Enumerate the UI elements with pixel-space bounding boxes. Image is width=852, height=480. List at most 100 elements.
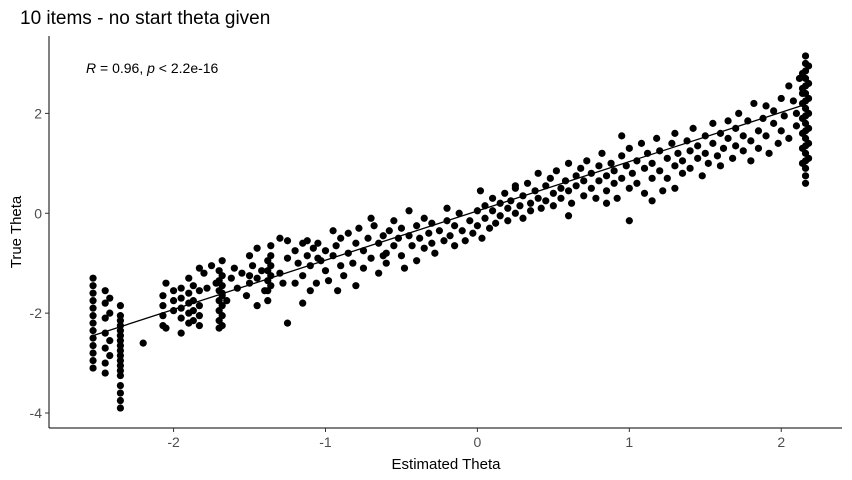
data-point — [89, 342, 97, 350]
data-point — [663, 154, 671, 162]
data-point — [253, 274, 261, 282]
data-point — [116, 396, 125, 405]
data-point — [159, 322, 167, 330]
data-point — [428, 239, 436, 247]
data-point — [701, 149, 709, 157]
data-point — [116, 356, 125, 365]
data-point — [557, 194, 565, 202]
data-point — [504, 217, 512, 225]
data-point — [587, 184, 595, 192]
data-point — [777, 127, 785, 135]
data-point — [492, 219, 500, 227]
data-point — [101, 299, 109, 307]
data-point — [116, 404, 125, 412]
data-point — [89, 364, 97, 372]
data-point — [425, 229, 433, 237]
data-point — [519, 214, 527, 222]
data-point — [618, 132, 626, 140]
data-point — [564, 212, 573, 220]
p-label: p — [146, 60, 155, 76]
data-point — [446, 232, 454, 240]
data-point — [798, 84, 807, 93]
data-point — [572, 182, 580, 190]
data-point — [312, 279, 320, 287]
data-point — [405, 207, 413, 215]
data-point — [106, 337, 114, 345]
data-point — [230, 264, 238, 272]
data-point — [668, 139, 676, 147]
data-point — [804, 154, 813, 162]
data-point — [762, 102, 770, 110]
data-point — [89, 297, 97, 305]
data-point — [485, 224, 494, 232]
data-point — [352, 282, 360, 290]
x-axis-title: Estimated Theta — [392, 456, 502, 473]
data-point — [637, 139, 646, 147]
data-point — [754, 127, 763, 135]
data-point — [185, 274, 193, 282]
data-point — [804, 79, 813, 88]
data-point — [306, 287, 314, 295]
data-point — [245, 272, 254, 280]
data-point — [379, 252, 387, 260]
data-point — [314, 239, 322, 247]
data-point — [89, 356, 97, 365]
data-point — [801, 179, 810, 187]
data-point — [367, 254, 375, 262]
data-point — [610, 167, 618, 175]
data-point — [337, 234, 345, 242]
data-point — [789, 97, 797, 105]
data-point — [770, 107, 778, 115]
data-point — [413, 222, 421, 230]
data-point — [379, 232, 387, 240]
x-tick-label: 0 — [474, 434, 482, 450]
data-point — [177, 294, 185, 302]
x-tick-label: 2 — [777, 434, 785, 450]
data-point — [367, 214, 375, 222]
data-point — [537, 204, 545, 212]
data-point — [801, 52, 810, 60]
data-point — [546, 174, 554, 182]
r-label: R — [86, 60, 96, 76]
y-axis-title: True Theta — [8, 195, 25, 268]
data-point — [116, 361, 125, 370]
data-point — [458, 227, 466, 235]
data-point — [686, 164, 694, 172]
data-point — [747, 157, 755, 165]
data-point — [754, 144, 763, 152]
data-point — [724, 134, 732, 142]
data-point — [526, 207, 535, 215]
data-point — [195, 312, 203, 320]
data-point — [89, 304, 97, 312]
data-point — [709, 119, 717, 127]
correlation-annotation: R = 0.96, p < 2.2e-16 — [86, 60, 219, 76]
data-point — [177, 284, 185, 292]
data-point — [686, 147, 694, 155]
data-point — [750, 99, 758, 108]
data-point — [504, 204, 512, 212]
data-point — [583, 157, 591, 165]
data-point — [648, 174, 656, 182]
data-point — [724, 117, 732, 125]
data-point — [303, 237, 311, 245]
data-point — [564, 187, 573, 195]
data-point — [785, 134, 793, 142]
data-point — [169, 297, 178, 305]
data-point — [694, 154, 702, 162]
data-point — [792, 109, 801, 118]
data-point — [116, 327, 125, 335]
data-point — [716, 162, 725, 170]
data-point — [671, 162, 679, 170]
data-point — [344, 229, 352, 237]
data-point — [602, 199, 611, 207]
data-point — [385, 227, 393, 235]
data-point — [106, 294, 114, 302]
data-point — [116, 371, 125, 380]
data-point — [89, 312, 97, 320]
data-point — [704, 159, 712, 167]
data-point — [440, 237, 448, 245]
data-point — [431, 249, 439, 257]
data-point — [203, 284, 211, 292]
data-point — [352, 239, 360, 247]
data-point — [420, 244, 428, 252]
